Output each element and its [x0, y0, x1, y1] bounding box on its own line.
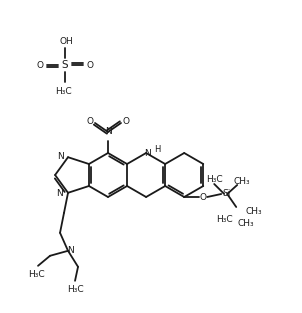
Text: O: O	[200, 192, 207, 202]
Text: H₃C: H₃C	[67, 285, 83, 294]
Text: O: O	[37, 60, 43, 69]
Text: OH: OH	[59, 37, 73, 45]
Text: H₃C: H₃C	[55, 86, 71, 95]
Text: H₃C: H₃C	[206, 176, 223, 184]
Text: O: O	[86, 117, 94, 126]
Text: N: N	[104, 127, 111, 136]
Text: H: H	[154, 146, 160, 155]
Text: N: N	[144, 148, 150, 157]
Text: Si: Si	[222, 189, 230, 198]
Text: S: S	[62, 60, 68, 70]
Text: N: N	[57, 152, 64, 161]
Text: H₃C: H₃C	[28, 270, 44, 279]
Text: O: O	[86, 60, 94, 69]
Text: O: O	[123, 117, 130, 126]
Text: CH₃: CH₃	[234, 177, 251, 187]
Text: CH₃: CH₃	[238, 219, 255, 228]
Text: CH₃: CH₃	[246, 208, 262, 217]
Text: H₃C: H₃C	[216, 215, 233, 224]
Text: N: N	[56, 189, 63, 198]
Text: N: N	[67, 246, 73, 255]
